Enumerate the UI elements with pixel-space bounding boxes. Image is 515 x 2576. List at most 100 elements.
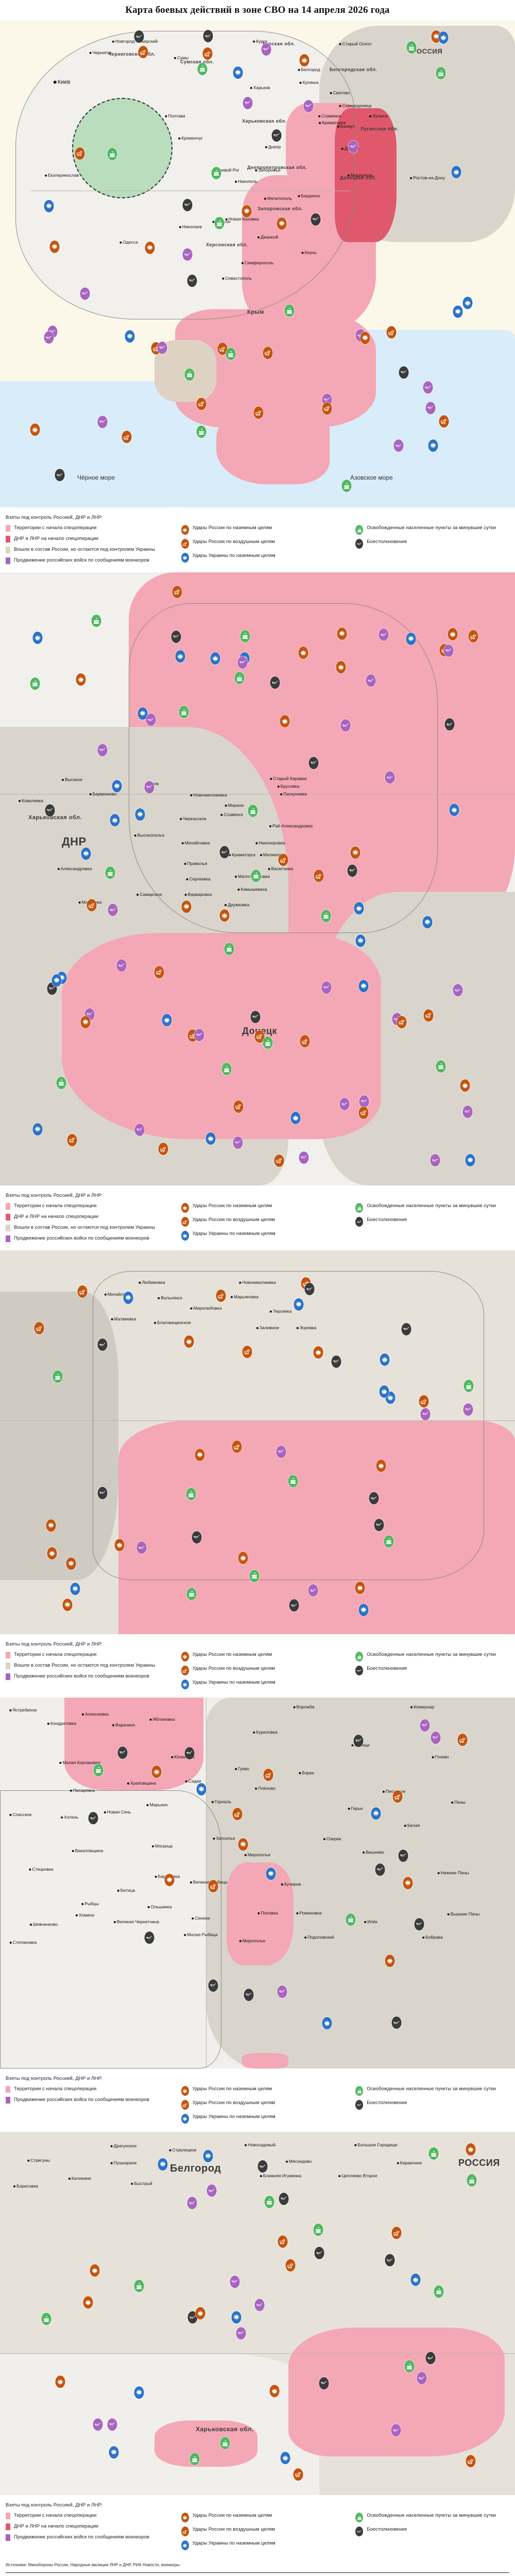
marker-russian-air-strike[interactable]	[392, 1790, 403, 1803]
marker-russian-air-strike[interactable]	[468, 630, 478, 643]
marker-ukrainian-ground-strike[interactable]	[134, 2386, 144, 2399]
marker-clash[interactable]	[117, 1746, 128, 1759]
marker-ukrainian-ground-strike[interactable]	[410, 2274, 421, 2286]
marker-advance[interactable]	[187, 2197, 197, 2210]
marker-advance[interactable]	[261, 43, 271, 56]
marker-ukrainian-ground-strike[interactable]	[422, 916, 433, 928]
marker-liberated-settlement[interactable]	[240, 630, 250, 642]
marker-russian-ground-strike[interactable]	[277, 217, 287, 230]
marker-advance[interactable]	[430, 1154, 440, 1167]
marker-liberated-settlement[interactable]	[91, 615, 101, 628]
marker-clash[interactable]	[289, 1599, 299, 1612]
marker-ukrainian-ground-strike[interactable]	[52, 974, 62, 987]
marker-russian-ground-strike[interactable]	[90, 2264, 100, 2277]
marker-russian-ground-strike[interactable]	[385, 1955, 395, 1968]
marker-clash[interactable]	[244, 1988, 254, 2001]
marker-advance[interactable]	[321, 981, 332, 994]
marker-liberated-settlement[interactable]	[284, 304, 295, 317]
marker-russian-ground-strike[interactable]	[448, 628, 458, 641]
marker-russian-air-strike[interactable]	[232, 1440, 242, 1453]
marker-russian-air-strike[interactable]	[34, 1322, 44, 1335]
marker-russian-air-strike[interactable]	[208, 1880, 218, 1893]
marker-russian-air-strike[interactable]	[77, 1285, 88, 1298]
marker-russian-ground-strike[interactable]	[66, 1557, 76, 1570]
marker-liberated-settlement[interactable]	[56, 1076, 66, 1089]
marker-liberated-settlement[interactable]	[179, 706, 189, 719]
marker-advance[interactable]	[339, 1098, 350, 1111]
marker-russian-ground-strike[interactable]	[313, 1346, 323, 1359]
marker-liberated-settlement[interactable]	[436, 67, 446, 80]
marker-russian-air-strike[interactable]	[391, 2227, 402, 2240]
marker-liberated-settlement[interactable]	[184, 368, 195, 381]
marker-advance[interactable]	[107, 2418, 117, 2431]
marker-russian-air-strike[interactable]	[386, 326, 397, 339]
marker-clash[interactable]	[414, 1918, 424, 1930]
marker-clash[interactable]	[208, 1979, 218, 1992]
marker-clash[interactable]	[308, 756, 319, 769]
marker-liberated-settlement[interactable]	[467, 2174, 477, 2187]
marker-russian-ground-strike[interactable]	[114, 1539, 125, 1552]
marker-advance[interactable]	[116, 959, 127, 972]
marker-advance[interactable]	[299, 1151, 309, 1164]
marker-advance[interactable]	[462, 1105, 473, 1118]
marker-ukrainian-ground-strike[interactable]	[354, 902, 364, 915]
marker-russian-air-strike[interactable]	[419, 1395, 429, 1408]
marker-liberated-settlement[interactable]	[220, 2437, 230, 2450]
marker-liberated-settlement[interactable]	[321, 909, 331, 922]
marker-russian-ground-strike[interactable]	[355, 1582, 365, 1595]
marker-russian-air-strike[interactable]	[196, 397, 207, 410]
marker-clash[interactable]	[391, 2016, 402, 2029]
marker-russian-ground-strike[interactable]	[164, 1873, 175, 1886]
marker-liberated-settlement[interactable]	[221, 1063, 232, 1076]
marker-advance[interactable]	[254, 2299, 265, 2312]
marker-clash[interactable]	[271, 129, 282, 142]
marker-advance[interactable]	[366, 674, 376, 687]
marker-clash[interactable]	[55, 469, 65, 482]
marker-russian-air-strike[interactable]	[397, 1015, 407, 1028]
marker-russian-ground-strike[interactable]	[219, 909, 230, 922]
marker-liberated-settlement[interactable]	[186, 1488, 196, 1501]
marker-advance[interactable]	[146, 714, 156, 726]
marker-advance[interactable]	[348, 140, 358, 153]
marker-ukrainian-ground-strike[interactable]	[280, 2452, 290, 2465]
marker-russian-ground-strike[interactable]	[360, 331, 370, 344]
marker-ukrainian-ground-strike[interactable]	[358, 1603, 369, 1616]
marker-ukrainian-ground-strike[interactable]	[371, 1807, 381, 1820]
marker-liberated-settlement[interactable]	[346, 1913, 356, 1926]
marker-clash[interactable]	[401, 1323, 411, 1335]
marker-russian-air-strike[interactable]	[358, 1106, 369, 1119]
marker-russian-air-strike[interactable]	[233, 1100, 244, 1113]
marker-russian-air-strike[interactable]	[242, 1345, 252, 1358]
marker-ukrainian-ground-strike[interactable]	[138, 707, 148, 720]
marker-liberated-settlement[interactable]	[224, 942, 234, 955]
marker-advance[interactable]	[182, 248, 193, 261]
marker-liberated-settlement[interactable]	[251, 869, 261, 882]
marker-russian-ground-strike[interactable]	[55, 2376, 65, 2388]
marker-russian-ground-strike[interactable]	[460, 1079, 470, 1092]
marker-russian-ground-strike[interactable]	[83, 2296, 93, 2309]
map-canvas-dnr[interactable]: ДНРДонецкХарьковская обл. ВысокоеБарвенк…	[0, 572, 515, 1185]
marker-russian-air-strike[interactable]	[232, 1808, 243, 1821]
marker-clash[interactable]	[369, 1492, 379, 1505]
marker-advance[interactable]	[425, 401, 436, 414]
marker-russian-ground-strike[interactable]	[195, 2307, 205, 2320]
marker-russian-ground-strike[interactable]	[299, 54, 310, 67]
marker-advance[interactable]	[134, 1123, 144, 1136]
marker-advance[interactable]	[359, 1095, 369, 1108]
marker-advance[interactable]	[44, 331, 54, 344]
marker-advance[interactable]	[136, 1541, 147, 1554]
marker-russian-air-strike[interactable]	[122, 431, 132, 444]
marker-clash[interactable]	[258, 2160, 268, 2173]
marker-advance[interactable]	[340, 719, 351, 732]
marker-russian-air-strike[interactable]	[263, 346, 273, 359]
marker-ukrainian-ground-strike[interactable]	[294, 1298, 304, 1311]
marker-ukrainian-ground-strike[interactable]	[449, 804, 459, 817]
marker-ukrainian-ground-strike[interactable]	[210, 652, 220, 665]
marker-advance[interactable]	[453, 984, 463, 997]
marker-clash[interactable]	[270, 676, 280, 689]
marker-liberated-settlement[interactable]	[313, 2224, 323, 2236]
marker-ukrainian-ground-strike[interactable]	[233, 66, 243, 79]
marker-advance[interactable]	[230, 2275, 240, 2288]
marker-clash[interactable]	[192, 1531, 202, 1544]
marker-liberated-settlement[interactable]	[384, 1535, 394, 1548]
